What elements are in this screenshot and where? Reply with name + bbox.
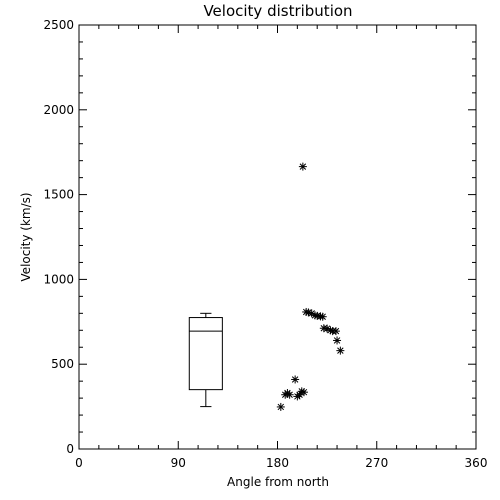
plot-frame	[78, 24, 477, 450]
x-axis: 0 90 180 270 360	[75, 25, 487, 470]
data-point	[291, 375, 300, 384]
y-tick-label: 0	[66, 442, 74, 456]
scatter-series	[276, 162, 345, 411]
data-point	[318, 312, 327, 321]
data-point	[285, 390, 294, 399]
x-tick-label: 360	[465, 456, 488, 470]
y-tick-label: 2000	[43, 103, 74, 117]
chart-title: Velocity distribution	[203, 2, 352, 20]
data-point	[331, 327, 340, 336]
data-point	[298, 162, 307, 171]
data-point	[299, 388, 308, 397]
y-tick-label: 500	[51, 357, 74, 371]
x-tick-label: 180	[266, 456, 289, 470]
box-iqr	[188, 317, 223, 391]
y-axis-label: Velocity (km/s)	[19, 192, 33, 281]
boxplot	[188, 312, 223, 408]
data-point	[276, 402, 285, 411]
data-point	[333, 336, 342, 345]
x-axis-label: Angle from north	[227, 475, 329, 489]
data-point	[336, 346, 345, 355]
data-point	[304, 308, 313, 317]
y-tick-label: 1500	[43, 188, 74, 202]
x-tick-label: 0	[75, 456, 83, 470]
y-tick-label: 1000	[43, 272, 74, 286]
x-tick-label: 270	[365, 456, 388, 470]
x-tick-label: 90	[171, 456, 186, 470]
y-tick-label: 2500	[43, 18, 74, 32]
y-axis: 0 500 1000 1500 2000 2500	[43, 18, 476, 456]
